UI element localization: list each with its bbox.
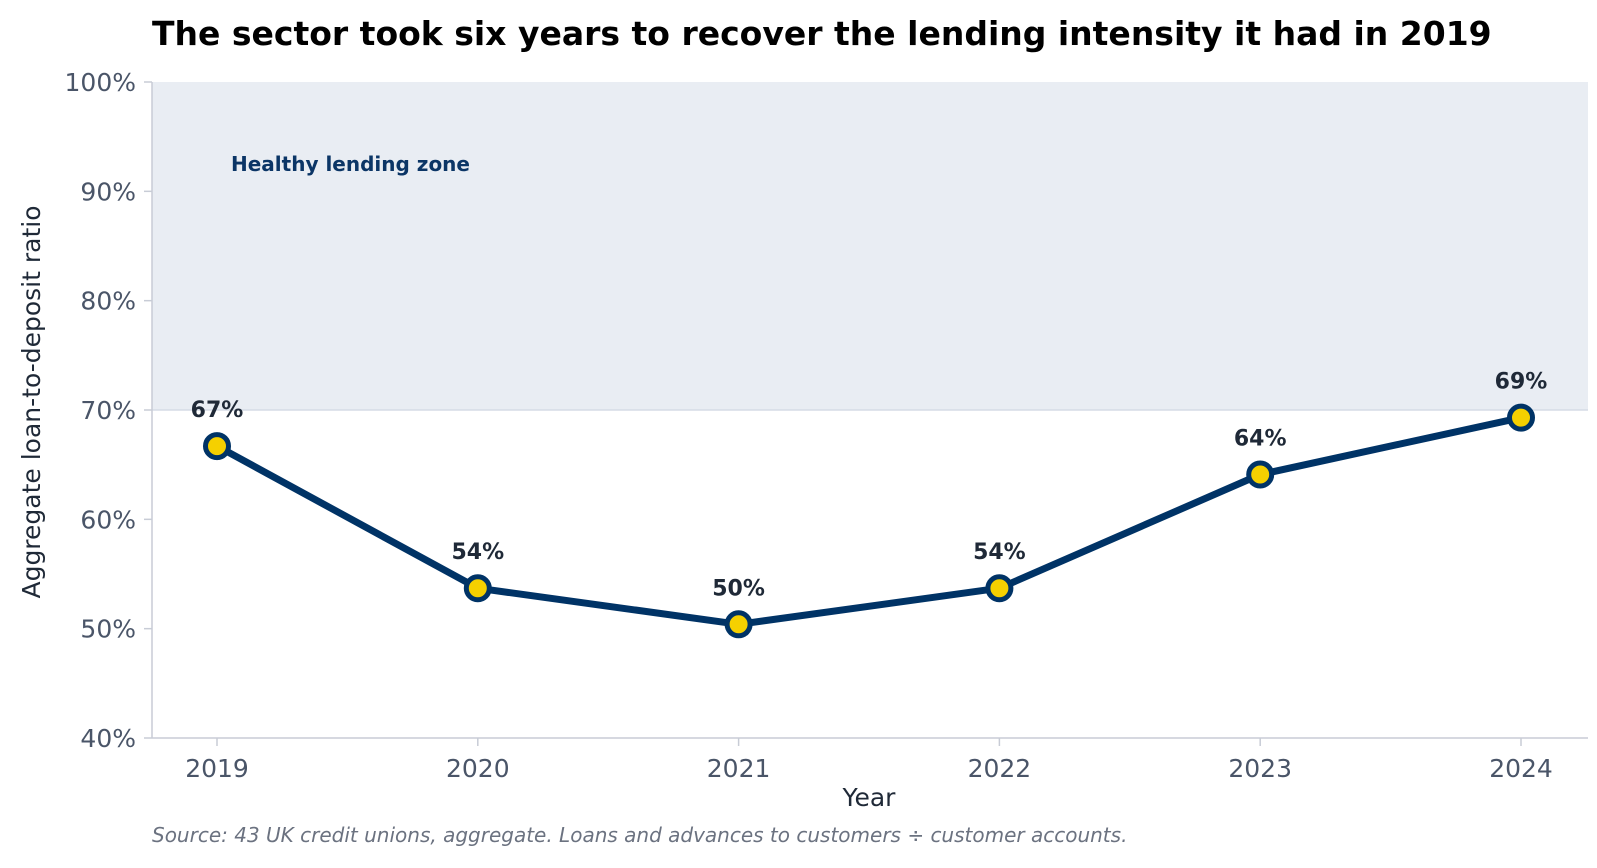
data-label: 67% bbox=[191, 398, 244, 423]
y-axis-label: Aggregate loan-to-deposit ratio bbox=[17, 205, 46, 598]
x-tick-label: 2020 bbox=[446, 754, 510, 783]
data-point-marker bbox=[1246, 460, 1275, 489]
y-tick-label: 80% bbox=[80, 287, 136, 316]
y-tick-label: 40% bbox=[80, 724, 136, 753]
y-tick-label: 90% bbox=[80, 177, 136, 206]
data-points bbox=[203, 403, 1535, 639]
healthy-zone-label: Healthy lending zone bbox=[231, 152, 470, 176]
data-label: 64% bbox=[1234, 427, 1287, 452]
y-tick-label: 100% bbox=[65, 68, 136, 97]
data-point-marker bbox=[724, 610, 753, 639]
x-tick-label: 2022 bbox=[968, 754, 1032, 783]
chart-title: The sector took six years to recover the… bbox=[152, 14, 1492, 53]
data-point-marker bbox=[203, 432, 231, 461]
data-point-marker bbox=[463, 574, 492, 603]
x-axis-label: Year bbox=[842, 783, 897, 812]
x-tick-label: 2024 bbox=[1489, 754, 1553, 783]
data-label: 69% bbox=[1495, 370, 1548, 395]
x-tick-label: 2023 bbox=[1228, 754, 1292, 783]
series-line bbox=[213, 414, 1525, 628]
healthy-zone-layer: Healthy lending zone bbox=[152, 82, 1588, 411]
source-note: Source: 43 UK credit unions, aggregate. … bbox=[152, 823, 1127, 847]
data-point-marker bbox=[1507, 403, 1535, 432]
data-label: 54% bbox=[451, 540, 504, 565]
x-tick-label: 2019 bbox=[185, 754, 249, 783]
y-tick-label: 70% bbox=[80, 396, 136, 425]
data-labels: 67% 54% 50% 54% 64% 69% bbox=[191, 370, 1548, 602]
series-line-layer bbox=[213, 414, 1525, 628]
tick-labels: 40% 50% 60% 70% 80% 90% 100% 2019 2020 2021 2022 20… bbox=[65, 68, 1553, 783]
data-label: 54% bbox=[973, 540, 1026, 565]
axes bbox=[144, 81, 1588, 746]
data-label: 50% bbox=[712, 576, 765, 601]
healthy-zone-band bbox=[152, 82, 1588, 410]
x-tick-label: 2021 bbox=[707, 754, 771, 783]
y-tick-label: 50% bbox=[80, 615, 136, 644]
data-point-marker bbox=[985, 574, 1014, 603]
y-tick-label: 60% bbox=[80, 505, 136, 534]
